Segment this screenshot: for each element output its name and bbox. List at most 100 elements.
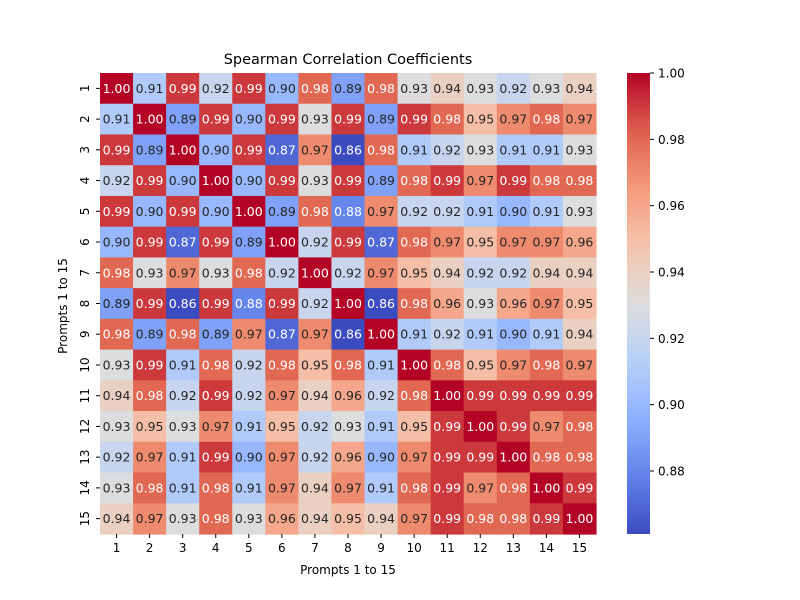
heatmap-cell bbox=[496, 503, 531, 535]
heatmap-cell bbox=[133, 103, 167, 136]
colorbar-tick-label: 0.92 bbox=[658, 332, 685, 346]
heatmap-cell bbox=[463, 288, 498, 320]
cell-value-label: 0.86 bbox=[334, 142, 362, 157]
heatmap-cell bbox=[364, 472, 399, 504]
heatmap-cell bbox=[496, 134, 531, 166]
x-tick-label: 3 bbox=[179, 541, 187, 555]
cell-value-label: 0.93 bbox=[466, 142, 494, 157]
cell-value-label: 0.99 bbox=[566, 388, 594, 403]
heatmap-cell bbox=[298, 103, 333, 136]
cell-value-label: 0.98 bbox=[103, 265, 131, 280]
heatmap-cell bbox=[364, 318, 399, 351]
heatmap-cell bbox=[364, 288, 399, 320]
x-tick-label: 7 bbox=[311, 541, 319, 555]
cell-value-label: 0.93 bbox=[466, 81, 494, 96]
heatmap-cell bbox=[364, 73, 399, 105]
cell-value-label: 1.00 bbox=[301, 265, 329, 280]
cell-value-label: 0.99 bbox=[202, 388, 230, 403]
heatmap-cell bbox=[166, 226, 200, 258]
cell-value-label: 0.99 bbox=[136, 235, 164, 250]
heatmap-cell bbox=[166, 73, 200, 105]
heatmap-cell bbox=[463, 349, 498, 381]
heatmap-cell bbox=[166, 195, 200, 228]
cell-value-label: 0.99 bbox=[202, 450, 230, 465]
cell-value-label: 0.89 bbox=[235, 235, 263, 250]
cell-value-label: 1.00 bbox=[367, 327, 395, 342]
heatmap-cell bbox=[265, 503, 299, 535]
heatmap-cell bbox=[331, 195, 366, 228]
heatmap-cell bbox=[529, 472, 564, 504]
heatmap-cell bbox=[232, 349, 266, 381]
heatmap-cell bbox=[166, 288, 200, 320]
y-tick-label: 15 bbox=[78, 511, 92, 526]
heatmap-cell bbox=[298, 441, 333, 474]
heatmap-cell bbox=[232, 503, 266, 535]
cell-value-label: 0.89 bbox=[268, 204, 296, 219]
cell-value-label: 0.92 bbox=[499, 81, 527, 96]
heatmap-cell bbox=[298, 195, 333, 228]
heatmap-cell bbox=[199, 503, 233, 535]
cell-value-label: 1.00 bbox=[268, 235, 296, 250]
heatmap-cell bbox=[562, 472, 597, 504]
cell-value-label: 0.94 bbox=[301, 511, 329, 526]
cell-value-label: 0.97 bbox=[400, 511, 428, 526]
cell-value-label: 0.97 bbox=[532, 419, 560, 434]
heatmap-cell bbox=[364, 503, 399, 535]
heatmap-cell bbox=[232, 73, 266, 105]
colorbar-tick-label: 1.00 bbox=[658, 67, 685, 81]
heatmap-cell bbox=[331, 441, 366, 474]
heatmap-cell bbox=[100, 165, 134, 197]
heatmap-cell bbox=[331, 288, 366, 320]
cell-value-label: 0.98 bbox=[566, 450, 594, 465]
cell-value-label: 0.92 bbox=[367, 388, 395, 403]
heatmap-cell bbox=[166, 441, 200, 474]
cell-value-label: 0.97 bbox=[301, 327, 329, 342]
heatmap-grid bbox=[100, 73, 597, 535]
x-axis-label: Prompts 1 to 15 bbox=[300, 563, 396, 577]
cell-value-label: 0.92 bbox=[301, 419, 329, 434]
heatmap-cell bbox=[496, 73, 531, 105]
cell-value-label: 0.90 bbox=[235, 450, 263, 465]
heatmap-cell bbox=[529, 411, 564, 443]
heatmap-cell bbox=[199, 411, 233, 443]
cell-value-label: 0.91 bbox=[367, 357, 395, 372]
heatmap-cell bbox=[430, 441, 465, 474]
y-tick-label: 12 bbox=[78, 419, 92, 434]
heatmap-cell bbox=[166, 257, 200, 289]
cell-value-label: 0.97 bbox=[532, 296, 560, 311]
heatmap-cell bbox=[100, 288, 134, 320]
cell-value-label: 0.98 bbox=[202, 357, 230, 372]
cell-value-label: 0.99 bbox=[433, 173, 461, 188]
heatmap-cell bbox=[463, 134, 498, 166]
y-tick-label: 4 bbox=[78, 177, 92, 185]
heatmap-cell bbox=[298, 380, 333, 412]
cell-value-label: 0.99 bbox=[136, 357, 164, 372]
cell-value-label: 0.91 bbox=[466, 327, 494, 342]
cell-value-label: 0.91 bbox=[235, 419, 263, 434]
cell-value-label: 0.98 bbox=[400, 235, 428, 250]
colorbar-tick-label: 0.90 bbox=[658, 398, 685, 412]
cell-value-label: 0.97 bbox=[268, 450, 296, 465]
cell-value-label: 0.98 bbox=[202, 480, 230, 495]
cell-value-label: 0.99 bbox=[532, 388, 560, 403]
cell-value-label: 0.89 bbox=[136, 327, 164, 342]
heatmap-cell bbox=[133, 349, 167, 381]
cell-value-label: 0.93 bbox=[103, 419, 131, 434]
cell-value-label: 0.92 bbox=[466, 265, 494, 280]
cell-value-label: 0.92 bbox=[301, 296, 329, 311]
heatmap-cell bbox=[199, 134, 233, 166]
heatmap-cell bbox=[133, 318, 167, 351]
heatmap-cell bbox=[463, 472, 498, 504]
y-tick-label: 2 bbox=[78, 115, 92, 123]
heatmap-cell bbox=[397, 195, 432, 228]
heatmap-cell bbox=[397, 318, 432, 351]
heatmap-cell bbox=[364, 103, 399, 136]
cell-value-label: 0.97 bbox=[202, 419, 230, 434]
heatmap-cell bbox=[265, 318, 299, 351]
cell-value-label: 0.91 bbox=[136, 81, 164, 96]
cell-value-label: 0.87 bbox=[367, 235, 395, 250]
cell-value-label: 0.91 bbox=[235, 480, 263, 495]
cell-value-label: 0.99 bbox=[136, 296, 164, 311]
heatmap-cell bbox=[133, 288, 167, 320]
